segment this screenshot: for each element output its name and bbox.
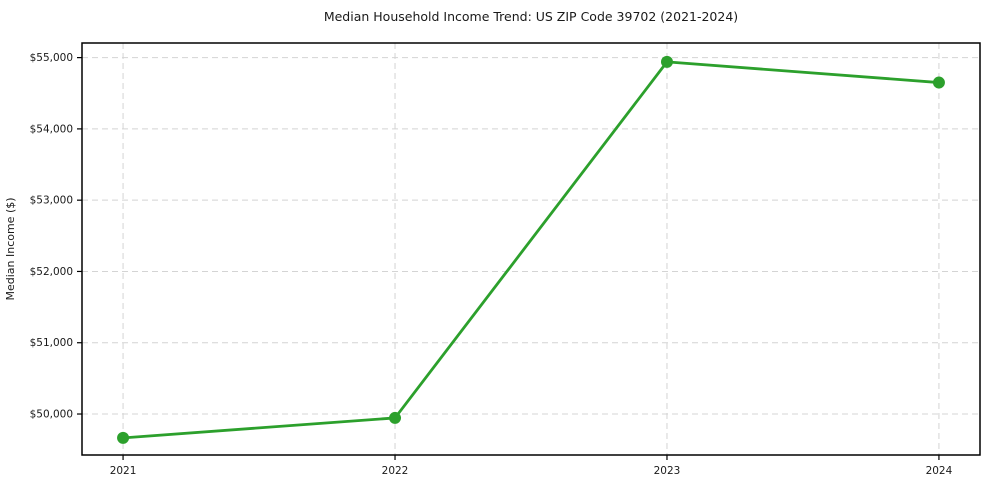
y-axis-label: Median Income ($)	[4, 197, 17, 300]
x-tick-label: 2021	[110, 465, 137, 477]
chart-title: Median Household Income Trend: US ZIP Co…	[324, 9, 738, 24]
x-tick-label: 2022	[382, 465, 409, 477]
y-tick-label: $53,000	[30, 195, 73, 207]
data-point-2022	[389, 411, 402, 424]
data-point-2024	[932, 76, 945, 89]
plot-area: $50,000 $51,000 $52,000 $53,000 $54,000 $55,0…	[30, 42, 981, 477]
plot-border	[81, 42, 981, 456]
y-tick-label: $50,000	[30, 409, 73, 421]
x-tick-label: 2023	[654, 465, 681, 477]
y-tick-label: $55,000	[30, 52, 73, 64]
y-tick-label: $54,000	[30, 123, 73, 135]
data-point-2021	[117, 431, 130, 444]
trend-line	[121, 60, 941, 440]
y-tick-label: $51,000	[30, 337, 73, 349]
data-point-2023	[660, 55, 673, 68]
x-tick-label: 2024	[926, 465, 953, 477]
y-tick-label: $52,000	[30, 266, 73, 278]
